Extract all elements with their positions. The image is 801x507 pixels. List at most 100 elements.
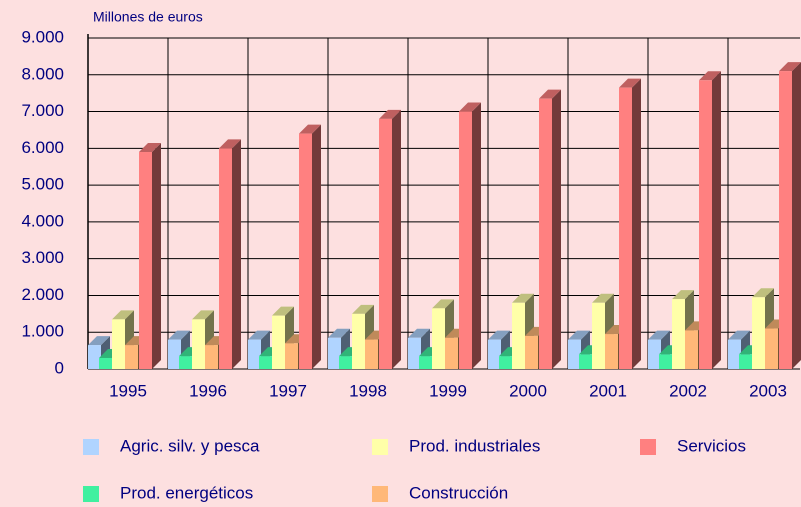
bar xyxy=(445,337,458,369)
bar xyxy=(592,302,605,369)
bar-top xyxy=(408,328,430,338)
bar-side xyxy=(792,62,801,369)
bar-top xyxy=(272,306,294,316)
bar xyxy=(352,313,365,369)
bar-top xyxy=(619,78,641,88)
bar xyxy=(99,357,112,369)
bar xyxy=(219,148,232,369)
bar-top xyxy=(379,109,401,119)
bar xyxy=(168,339,181,369)
bar xyxy=(88,345,101,369)
bar-top xyxy=(139,143,161,153)
legend-label: Servicios xyxy=(677,436,746,455)
bar xyxy=(659,354,672,369)
bar xyxy=(685,330,698,369)
y-axis-label: Millones de euros xyxy=(93,9,203,25)
bar xyxy=(285,343,298,369)
y-tick-label: 9.000 xyxy=(21,27,64,46)
bar-top xyxy=(512,293,534,303)
bar xyxy=(328,337,341,369)
legend-swatch xyxy=(640,439,656,455)
x-tick-label: 2003 xyxy=(749,381,787,400)
bar-top xyxy=(112,310,134,320)
bar-side xyxy=(152,143,161,369)
bar-top xyxy=(88,336,110,346)
legend-label: Construcción xyxy=(409,483,508,502)
x-tick-label: 1997 xyxy=(269,381,307,400)
bar-top xyxy=(328,328,350,338)
bar xyxy=(488,339,501,369)
x-tick-label: 1996 xyxy=(189,381,227,400)
bar-top xyxy=(779,62,801,72)
bar xyxy=(739,354,752,369)
bar xyxy=(139,152,152,369)
bar xyxy=(619,87,632,370)
bar xyxy=(752,297,765,369)
bar xyxy=(765,328,778,369)
legend-swatch xyxy=(372,439,388,455)
bar-side xyxy=(392,109,401,370)
bar-top xyxy=(352,304,374,314)
bar xyxy=(672,299,685,369)
bar xyxy=(699,80,712,370)
bar xyxy=(568,339,581,369)
x-tick-label: 1995 xyxy=(109,381,147,400)
bar xyxy=(648,339,661,369)
bar xyxy=(272,315,285,369)
legend-label: Prod. energéticos xyxy=(120,483,253,502)
bar-side xyxy=(552,89,561,369)
bar xyxy=(248,339,261,369)
y-tick-label: 6.000 xyxy=(21,138,64,157)
bar-top xyxy=(728,330,750,340)
bar-top xyxy=(192,310,214,320)
bar xyxy=(432,308,445,369)
bar-top xyxy=(219,139,241,149)
bar-side xyxy=(712,71,721,370)
y-tick-label: 0 xyxy=(55,358,64,377)
bar xyxy=(379,118,392,370)
x-tick-label: 1998 xyxy=(349,381,387,400)
y-tick-label: 5.000 xyxy=(21,175,64,194)
bar xyxy=(205,345,218,369)
x-tick-label: 2002 xyxy=(669,381,707,400)
y-tick-label: 2.000 xyxy=(21,285,64,304)
bar-top xyxy=(459,102,481,112)
bar-top xyxy=(168,330,190,340)
bar xyxy=(112,319,125,369)
bar xyxy=(728,339,741,369)
bar xyxy=(339,356,352,369)
y-tick-label: 1.000 xyxy=(21,322,64,341)
bar-top xyxy=(592,293,614,303)
bar-top xyxy=(699,71,721,81)
bar-side xyxy=(312,124,321,369)
bar-top xyxy=(672,290,694,300)
y-tick-label: 7.000 xyxy=(21,101,64,120)
bar xyxy=(459,111,472,370)
bar-top xyxy=(568,330,590,340)
bar-top xyxy=(248,330,270,340)
bar xyxy=(299,133,312,369)
bar-top xyxy=(488,330,510,340)
bar xyxy=(605,334,618,369)
bar xyxy=(579,354,592,369)
bar-top xyxy=(432,299,454,309)
bar xyxy=(259,356,272,369)
bar-side xyxy=(232,139,241,369)
y-tick-label: 8.000 xyxy=(21,64,64,83)
legend-label: Agric. silv. y pesca xyxy=(120,436,260,455)
x-tick-label: 2000 xyxy=(509,381,547,400)
legend-swatch xyxy=(372,486,388,502)
bar xyxy=(525,335,538,369)
bar xyxy=(192,319,205,369)
bar xyxy=(419,356,432,369)
bar xyxy=(365,339,378,369)
x-tick-label: 2001 xyxy=(589,381,627,400)
bar-top xyxy=(752,288,774,298)
bar xyxy=(512,302,525,369)
legend-swatch xyxy=(83,439,99,455)
legend-swatch xyxy=(83,486,99,502)
y-tick-label: 4.000 xyxy=(21,211,64,230)
legend-label: Prod. industriales xyxy=(409,436,540,455)
x-tick-label: 1999 xyxy=(429,381,467,400)
